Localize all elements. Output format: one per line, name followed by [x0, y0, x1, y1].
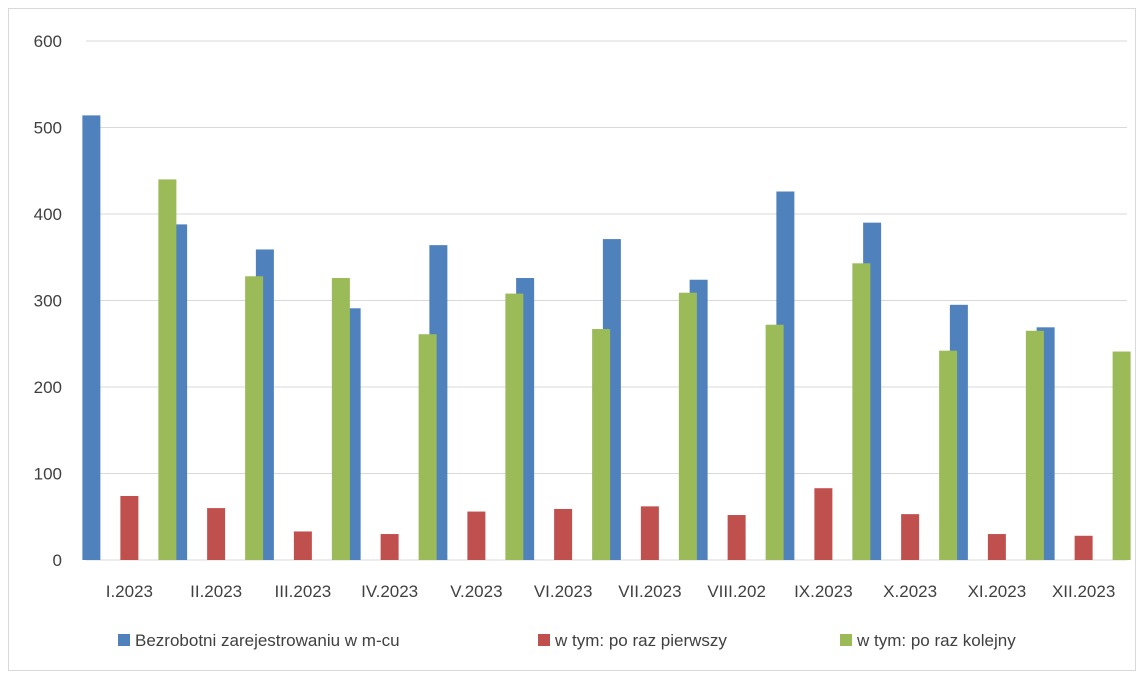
- bar-first-time: [814, 488, 833, 560]
- x-tick-label: X.2023: [883, 582, 937, 601]
- bar-first-time: [727, 515, 746, 560]
- bar-repeat: [852, 263, 871, 560]
- bar-first-time: [1074, 535, 1093, 560]
- y-tick-label: 300: [34, 292, 62, 311]
- bar-first-time: [380, 534, 399, 560]
- legend-label: w tym: po raz pierwszy: [554, 631, 727, 650]
- bar-first-time: [554, 508, 573, 560]
- bar-total: [82, 115, 101, 560]
- legend-swatch: [538, 634, 550, 646]
- bar-first-time: [207, 508, 226, 560]
- x-tick-label: IV.2023: [361, 582, 418, 601]
- bar-repeat: [678, 292, 697, 560]
- bar-repeat: [331, 278, 350, 560]
- y-tick-label: 600: [34, 32, 62, 51]
- bar-repeat: [1025, 330, 1044, 560]
- y-tick-label: 100: [34, 465, 62, 484]
- bar-first-time: [467, 511, 486, 560]
- y-tick-label: 0: [53, 551, 62, 570]
- x-tick-label: VII.2023: [618, 582, 681, 601]
- bar-repeat: [158, 179, 177, 560]
- legend-label: Bezrobotni zarejestrowaniu w m-cu: [135, 631, 400, 650]
- bar-repeat: [505, 293, 524, 560]
- y-tick-label: 200: [34, 378, 62, 397]
- x-tick-label: VIII.202: [707, 582, 766, 601]
- x-tick-label: III.2023: [275, 582, 332, 601]
- x-tick-label: V.2023: [450, 582, 502, 601]
- bar-repeat: [765, 324, 784, 560]
- bar-first-time: [120, 495, 139, 560]
- bar-repeat: [418, 334, 437, 560]
- x-tick-label: XII.2023: [1052, 582, 1115, 601]
- x-tick-label: VI.2023: [534, 582, 593, 601]
- y-tick-label: 500: [34, 119, 62, 138]
- bar-first-time: [293, 531, 312, 560]
- legend-label: w tym: po raz kolejny: [856, 631, 1016, 650]
- bar-first-time: [640, 506, 659, 560]
- legend-swatch: [118, 634, 130, 646]
- x-tick-label: II.2023: [190, 582, 242, 601]
- y-tick-label: 400: [34, 205, 62, 224]
- x-tick-label: XI.2023: [968, 582, 1027, 601]
- bar-first-time: [901, 514, 920, 560]
- bar-repeat: [939, 350, 958, 560]
- bar-repeat: [245, 276, 264, 560]
- bar-repeat: [592, 329, 611, 560]
- x-tick-label: IX.2023: [794, 582, 853, 601]
- bar-repeat: [1112, 351, 1131, 560]
- x-tick-label: I.2023: [106, 582, 153, 601]
- legend-swatch: [840, 634, 852, 646]
- bar-first-time: [987, 534, 1006, 560]
